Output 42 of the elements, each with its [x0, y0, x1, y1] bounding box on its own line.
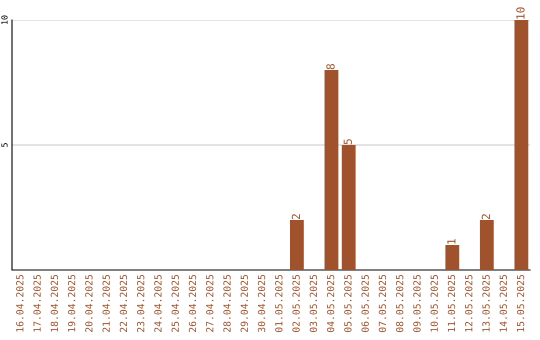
x-tick-label: 19.04.2025	[68, 274, 76, 332]
x-tick-label: 29.04.2025	[240, 274, 248, 332]
x-tick-label: 07.05.2025	[378, 274, 386, 332]
x-tick-label: 24.04.2025	[154, 274, 162, 332]
data-label: 8	[326, 64, 335, 70]
data-label: 2	[482, 214, 490, 220]
bar	[514, 20, 528, 270]
x-tick-label: 03.05.2025	[310, 274, 318, 332]
x-tick-label: 01.05.2025	[275, 274, 282, 332]
x-tick-label: 27.04.2025	[206, 274, 214, 332]
x-tick-label: 11.05.2025	[448, 274, 456, 332]
x-tick-label: 16.04.2025	[16, 274, 24, 332]
x-tick-label: 09.05.2025	[413, 274, 421, 332]
x-tick-label: 15.05.2025	[516, 274, 524, 332]
bar	[324, 70, 338, 270]
x-tick-label: 26.04.2025	[188, 274, 196, 332]
x-tick-label: 28.04.2025	[223, 274, 231, 332]
x-tick-label: 25.04.2025	[172, 274, 179, 332]
x-tick-label: 10.05.2025	[430, 274, 438, 332]
data-label: 10	[516, 7, 525, 19]
x-tick-label: 30.04.2025	[258, 274, 266, 332]
x-tick-label: 22.04.2025	[120, 274, 128, 332]
x-tick-label: 14.05.2025	[500, 274, 507, 332]
x-tick-label: 08.05.2025	[396, 274, 404, 332]
x-tick-label: 12.05.2025	[465, 274, 472, 332]
x-tick-label: 04.05.2025	[326, 274, 334, 332]
x-tick-label: 05.05.2025	[344, 274, 352, 332]
x-tick-label: 02.05.2025	[292, 274, 300, 332]
x-tick-label: 18.04.2025	[50, 274, 58, 332]
bar	[290, 220, 304, 270]
x-tick-label: 21.04.2025	[102, 274, 110, 332]
data-label: 2	[292, 214, 300, 220]
bar	[445, 245, 460, 270]
bar	[342, 145, 356, 270]
bar	[480, 220, 494, 270]
x-tick-label: 23.04.2025	[136, 274, 144, 332]
x-tick-label: 13.05.2025	[482, 274, 490, 332]
x-tick-label: 20.04.2025	[85, 274, 93, 332]
x-tick-label: 06.05.2025	[361, 274, 369, 332]
x-tick-label: 17.04.2025	[33, 274, 41, 332]
data-label: 5	[344, 139, 352, 144]
data-label: 1	[447, 239, 456, 244]
